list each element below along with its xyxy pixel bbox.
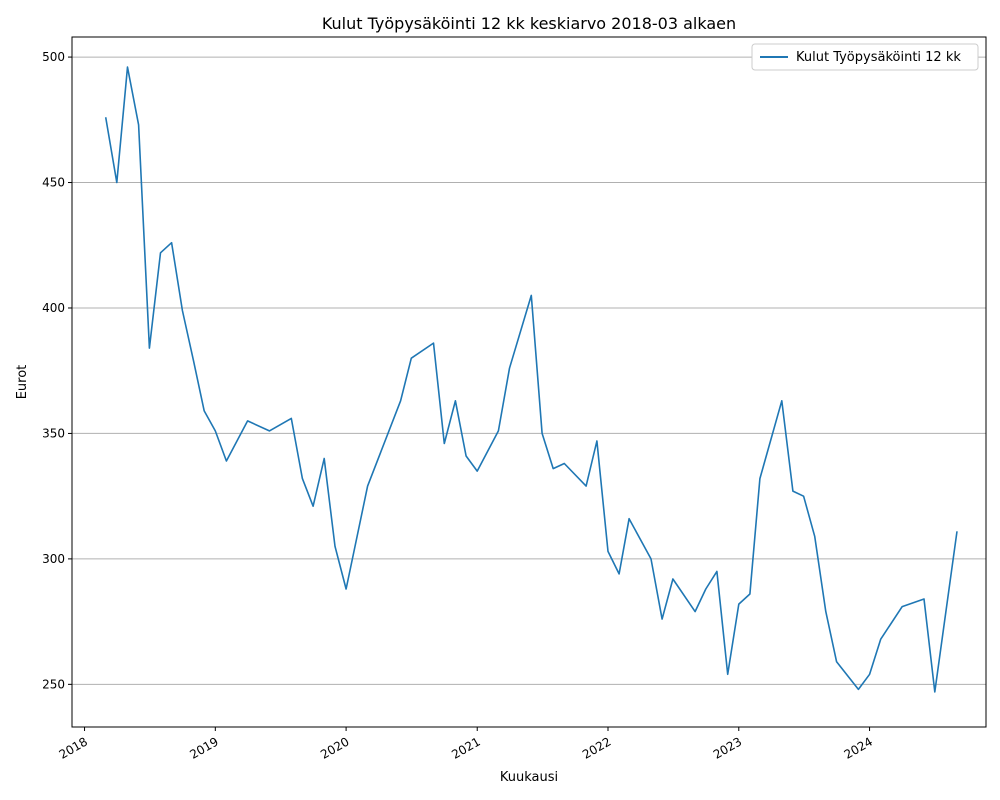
x-tick-label-2022: 2022 (580, 734, 613, 761)
grid-lines (72, 56, 986, 685)
y-tick-label-350: 350 (42, 426, 65, 440)
chart-title: Kulut Työpysäköinti 12 kk keskiarvo 2018… (322, 14, 736, 33)
x-tick-label-2021: 2021 (449, 734, 482, 761)
x-tick-label-2023: 2023 (711, 734, 744, 761)
x-tick-label-2018: 2018 (57, 734, 90, 761)
series-layer (104, 66, 958, 693)
y-tick-label-400: 400 (42, 301, 65, 315)
plot-area-frame (71, 36, 987, 728)
x-tick-label-2019: 2019 (187, 734, 220, 761)
y-tick-label-450: 450 (42, 176, 65, 190)
y-tick-label-300: 300 (42, 552, 65, 566)
y-axis-ticks: 250 300 350 400 450 500 (42, 50, 72, 691)
x-axis-ticks: 2018 2019 2020 2021 2022 2023 2024 (57, 727, 875, 762)
legend: Kulut Työpysäköinti 12 kk (751, 43, 979, 71)
legend-box (751, 43, 979, 71)
y-tick-label-500: 500 (42, 50, 65, 64)
x-axis-label: Kuukausi (500, 770, 558, 785)
x-tick-label-2024: 2024 (842, 734, 875, 761)
y-tick-label-250: 250 (42, 677, 65, 691)
legend-entry-label: Kulut Työpysäköinti 12 kk (796, 50, 961, 65)
series-line-0 (104, 66, 958, 693)
y-axis-label: Eurot (15, 365, 30, 400)
x-tick-label-2020: 2020 (318, 734, 351, 761)
